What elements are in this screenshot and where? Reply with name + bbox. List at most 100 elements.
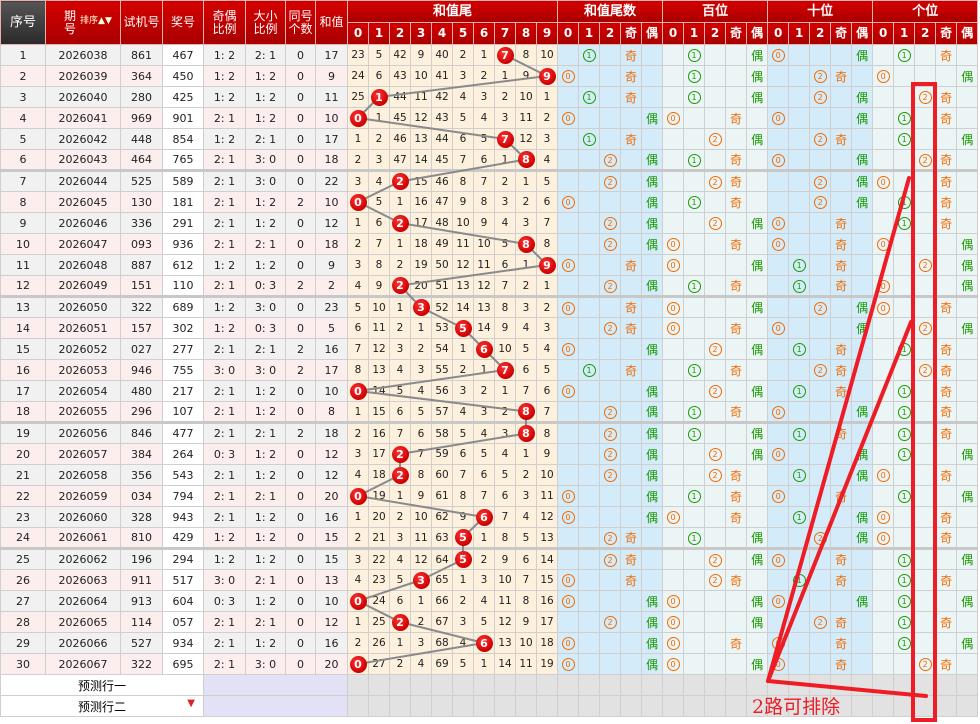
predict-input-cell[interactable] — [557, 695, 580, 717]
tail-omission-cell: 13 — [494, 632, 516, 654]
predict-input-cell[interactable] — [368, 695, 390, 717]
analysis-cell — [599, 506, 622, 528]
tail-omission-cell: 11 — [410, 527, 432, 549]
predict-input-cell[interactable] — [452, 674, 474, 696]
predict-input-cell[interactable] — [725, 695, 748, 717]
analysis-cell: 2 — [704, 380, 727, 402]
analysis-cell — [872, 569, 895, 591]
tail-omission-cell: 5 — [473, 611, 495, 633]
arrow-down-icon[interactable]: ▼ — [187, 698, 195, 709]
predict-input-cell[interactable] — [347, 695, 369, 717]
tail-omission-cell: 6 — [389, 401, 411, 423]
tail-ball: 6 — [475, 634, 493, 652]
predict-input-cell[interactable] — [578, 695, 601, 717]
analysis-cell — [641, 65, 664, 87]
predict-input-cell[interactable] — [788, 695, 811, 717]
predict-input-cell[interactable] — [452, 695, 474, 717]
analysis-cell: 偶 — [956, 254, 979, 276]
same-count-cell: 0 — [285, 569, 316, 591]
predict-input-cell[interactable] — [935, 695, 958, 717]
analysis-cell — [746, 569, 769, 591]
sort-toggle[interactable]: 排序▲▼ — [80, 16, 112, 26]
predict-input-cell[interactable] — [515, 695, 537, 717]
predict-input-cell[interactable] — [431, 674, 453, 696]
predict-input-cell[interactable] — [641, 674, 664, 696]
predict-input-cell[interactable] — [578, 674, 601, 696]
trial-cell: 861 — [120, 44, 163, 66]
tail-omission-cell: 5 — [473, 443, 495, 465]
predict-row[interactable]: 预测行二 ▼ — [0, 695, 979, 717]
analysis-cell — [767, 128, 790, 150]
predict-input-cell[interactable] — [725, 674, 748, 696]
predict-input-cell[interactable] — [851, 695, 874, 717]
predict-input-cell[interactable] — [704, 674, 727, 696]
analysis-cell: 0 — [767, 212, 790, 234]
sum-cell: 10 — [315, 380, 348, 402]
road-1-mark: 1 — [897, 448, 911, 461]
predict-input-cell[interactable] — [620, 674, 643, 696]
tail-omission-cell: 3 — [452, 611, 474, 633]
predict-input-cell[interactable] — [956, 695, 979, 717]
predict-input-cell[interactable] — [535, 674, 559, 696]
predict-input-cell[interactable] — [683, 674, 706, 696]
analysis-cell — [872, 107, 895, 129]
predict-input-cell[interactable] — [662, 695, 685, 717]
predict-input-cell[interactable] — [914, 674, 937, 696]
analysis-cell: 2 — [599, 547, 622, 570]
predict-input-cell[interactable] — [746, 674, 769, 696]
predict-input-cell[interactable] — [410, 674, 432, 696]
predict-input-cell[interactable] — [830, 695, 853, 717]
tail-omission-cell: 2 — [389, 169, 411, 192]
predict-input-cell[interactable] — [535, 695, 559, 717]
predict-input-cell[interactable] — [473, 674, 495, 696]
trial-cell: 887 — [120, 254, 163, 276]
predict-input-cell[interactable] — [557, 674, 580, 696]
predict-input-cell[interactable] — [767, 695, 790, 717]
tail-omission-cell: 2 — [515, 191, 537, 213]
analysis-cell: 偶 — [746, 65, 769, 87]
analysis-cell — [788, 653, 811, 675]
period-cell: 2026038 — [45, 44, 121, 66]
predict-input-cell[interactable] — [473, 695, 495, 717]
sum-cell: 17 — [315, 359, 348, 381]
predict-input-cell[interactable] — [662, 674, 685, 696]
analysis-cell — [872, 254, 895, 276]
predict-input-cell[interactable] — [914, 695, 937, 717]
road-0-mark: 0 — [771, 112, 785, 125]
predict-input-cell[interactable] — [368, 674, 390, 696]
predict-input-cell[interactable] — [347, 674, 369, 696]
predict-input-cell[interactable] — [410, 695, 432, 717]
predict-input-cell[interactable] — [515, 674, 537, 696]
predict-input-cell[interactable] — [893, 674, 916, 696]
even-mark: 偶 — [646, 175, 659, 189]
predict-input-cell[interactable] — [683, 695, 706, 717]
predict-input-cell[interactable] — [389, 695, 411, 717]
same-count-cell: 0 — [285, 149, 316, 171]
predict-input-cell[interactable] — [494, 674, 516, 696]
tail-ball: 5 — [454, 551, 472, 568]
predict-input-cell[interactable] — [494, 695, 516, 717]
predict-input-cell[interactable] — [851, 674, 874, 696]
big-small-cell: 1: 2 — [245, 107, 286, 129]
tail-omission-cell: 2 — [389, 611, 411, 633]
analysis-cell: 偶 — [851, 191, 874, 213]
predict-input-cell[interactable] — [599, 674, 622, 696]
predict-input-cell[interactable] — [893, 695, 916, 717]
predict-input-cell[interactable] — [872, 695, 895, 717]
predict-input-cell[interactable] — [599, 695, 622, 717]
predict-input-cell[interactable] — [872, 674, 895, 696]
predict-input-cell[interactable] — [431, 695, 453, 717]
road-1-mark: 1 — [687, 196, 701, 209]
predict-input-cell[interactable] — [704, 695, 727, 717]
analysis-cell — [704, 254, 727, 276]
predict-input-cell[interactable] — [620, 695, 643, 717]
header-period[interactable]: 期 号排序▲▼ — [45, 0, 121, 45]
even-mark: 偶 — [646, 447, 659, 462]
predict-input-cell[interactable] — [641, 695, 664, 717]
predict-input-cell[interactable] — [746, 695, 769, 717]
predict-input-cell[interactable] — [389, 674, 411, 696]
predict-input-cell[interactable] — [935, 674, 958, 696]
predict-input-cell[interactable] — [956, 674, 979, 696]
analysis-cell: 奇 — [935, 464, 958, 486]
analysis-cell: 1 — [788, 464, 811, 486]
